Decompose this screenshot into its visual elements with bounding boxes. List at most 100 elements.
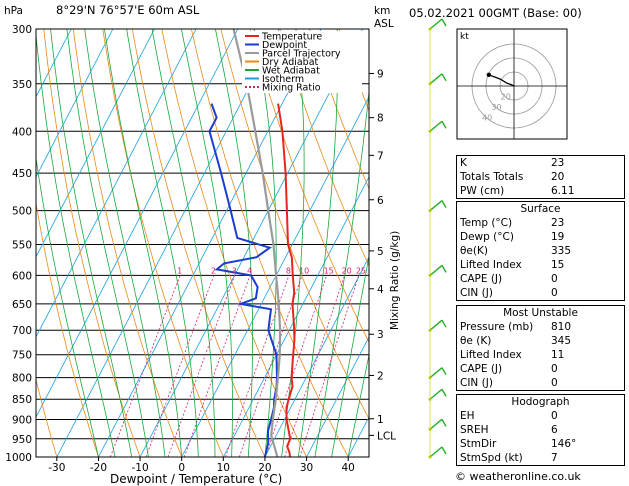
isotherm-line [36, 29, 239, 418]
indices-row: PW (cm) 6.11 [457, 184, 624, 198]
mixing-ratio-label: 3 [232, 266, 237, 275]
wind-barb-staff [429, 446, 443, 458]
isotherm-line [36, 29, 114, 178]
unstable-value: 11 [551, 349, 565, 361]
hodograph-param-row: SREH 6 [457, 423, 624, 437]
wet-adiabat-line [215, 29, 253, 457]
pressure-tick-label: 800 [12, 373, 32, 385]
hodograph-ring-label: 30 [491, 103, 501, 112]
legend-entry: Wet Adiabat [262, 66, 320, 77]
indices-value: 6.11 [551, 185, 575, 197]
wind-barb-staff [429, 200, 443, 212]
wind-barb-staff [429, 388, 443, 400]
wind-barb-base [428, 397, 432, 401]
wind-barb-staff [429, 120, 443, 132]
dry-adiabat-line [36, 377, 58, 457]
surface-row: Temp (°C) 23 [457, 216, 624, 230]
wind-barb-base [428, 273, 432, 277]
pressure-tick-label: 450 [12, 168, 32, 180]
credit-label: © weatheronline.co.uk [455, 470, 581, 483]
hpa-label: hPa [4, 5, 23, 17]
x-tick-label: -10 [131, 462, 148, 474]
hodograph-param-label: SREH [460, 424, 489, 436]
wet-adiabat-line [347, 352, 369, 457]
surface-value: 335 [551, 245, 572, 257]
unstable-label: θe (K) [460, 335, 492, 347]
hodograph-param-value: 146° [551, 438, 577, 450]
mixing-ratio-line [110, 275, 181, 457]
hodograph-param-row: EH 0 [457, 409, 624, 423]
mixing-ratio-label: 2 [211, 266, 216, 275]
wind-barb-flag [441, 367, 447, 376]
x-tick-label: -20 [90, 462, 107, 474]
indices-label: K [460, 157, 467, 169]
wet-adiabat-line [151, 29, 216, 457]
mixing-ratio-axis-label: Mixing Ratio (g/kg) [389, 231, 401, 330]
unstable-value: 0 [551, 377, 558, 389]
km-tick-label: 3 [377, 329, 384, 341]
mixing-ratio-line [225, 275, 290, 457]
hodograph-frame [456, 28, 568, 140]
mixing-ratio-line [183, 275, 251, 457]
pressure-tick-label: 900 [12, 415, 32, 427]
isotherm-line [306, 336, 369, 457]
x-tick-label: 40 [342, 462, 355, 474]
indices-value: 20 [551, 171, 565, 183]
series-dewpoint [208, 103, 279, 457]
wet-adiabat-line [50, 29, 133, 457]
pressure-tick-label: 600 [12, 270, 32, 282]
unstable-label: CIN (J) [460, 377, 493, 389]
wet-adiabat-line [126, 29, 199, 457]
indices-row: K 23 [457, 156, 624, 170]
wind-barb-base [428, 376, 432, 380]
mixing-ratio-label: 10 [299, 266, 309, 275]
km-tick-label: 1 [377, 414, 384, 426]
hodograph-param-value: 0 [551, 410, 558, 422]
x-tick-label: 20 [258, 462, 271, 474]
surface-row: Lifted Index 15 [457, 258, 624, 272]
mixing-ratio-label: 25 [356, 266, 366, 275]
unstable-table: Most Unstable Pressure (mb) 810 θe (K) 345 L… [456, 305, 625, 391]
surface-row: CAPE (J) 0 [457, 272, 624, 286]
wet-adiabat-line [314, 87, 369, 457]
wind-barb-flag [441, 446, 447, 455]
dry-adiabat-line [191, 29, 349, 457]
x-tick-label: 30 [300, 462, 313, 474]
wind-barb-base [428, 455, 432, 459]
location-label: 8°29'N 76°57'E 60m ASL [56, 3, 200, 17]
pressure-tick-label: 350 [12, 79, 32, 91]
wet-adiabat-line [253, 29, 277, 457]
hodograph-param-value: 7 [551, 452, 558, 464]
x-tick-label: 10 [217, 462, 230, 474]
hodograph-param-label: StmSpd (kt) [460, 452, 523, 464]
mixing-ratio-label: 1 [177, 266, 182, 275]
pressure-tick-label: 400 [12, 126, 32, 138]
wind-barb-flag [441, 319, 447, 328]
indices-label: Totals Totals [460, 171, 524, 183]
isotherm-line [264, 256, 369, 457]
pressure-tick-label: 1000 [5, 452, 32, 464]
hodograph-param-value: 6 [551, 424, 558, 436]
wet-adiabat-line [331, 253, 369, 457]
hodograph-ring-label: 20 [501, 92, 511, 101]
surface-row: θe(K) 335 [457, 244, 624, 258]
legend-entry: Isotherm [262, 74, 304, 85]
x-tick-label: -30 [48, 462, 65, 474]
wind-barb-base [428, 129, 432, 133]
surface-value: 0 [551, 273, 558, 285]
x-tick-label: 0 [178, 462, 185, 474]
km-label: km [374, 5, 390, 17]
mixing-ratio-line [299, 275, 360, 457]
asl-label: ASL [374, 18, 394, 30]
unstable-value: 345 [551, 335, 572, 347]
wind-barb-staff [429, 319, 443, 331]
surface-row: CIN (J) 0 [457, 286, 624, 300]
indices-label: PW (cm) [460, 185, 505, 197]
surface-row: Dewp (°C) 19 [457, 230, 624, 244]
dry-adiabat-line [131, 29, 266, 457]
pressure-tick-label: 500 [12, 206, 32, 218]
mixing-ratio-line [284, 275, 345, 457]
background-lines [36, 29, 369, 457]
